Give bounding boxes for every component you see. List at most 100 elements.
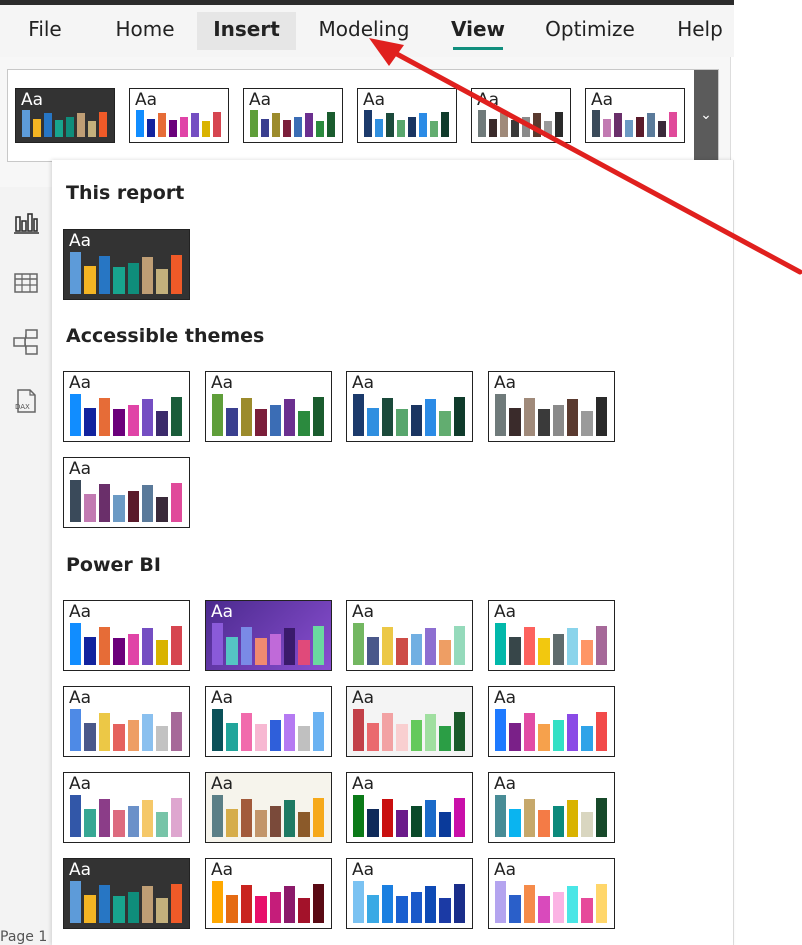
this-report-theme-thumbnail[interactable]: Aa [63, 229, 190, 300]
theme-color-swatch [397, 120, 405, 137]
ribbon-theme-thumbnail[interactable]: Aa [243, 88, 343, 143]
accessible-theme-thumbnail[interactable]: Aa [63, 371, 190, 442]
power-bi-theme-thumbnail[interactable]: Aa [63, 686, 190, 757]
theme-color-swatch [509, 723, 521, 751]
power-bi-theme-thumbnail[interactable]: Aa [346, 686, 473, 757]
ribbon-theme-thumbnail[interactable]: Aa [585, 88, 685, 143]
theme-color-swatch [298, 411, 310, 436]
theme-color-swatch [113, 267, 125, 294]
theme-color-swatch [113, 724, 125, 751]
theme-color-swatch [147, 119, 155, 137]
dax-query-view-icon[interactable]: DAX [12, 387, 40, 415]
tab-view[interactable]: View [447, 12, 509, 50]
theme-color-swatch [544, 121, 552, 137]
theme-color-swatch [595, 712, 607, 751]
theme-color-swatch [250, 110, 258, 137]
theme-font-sample: Aa [69, 602, 92, 622]
power-bi-theme-thumbnail[interactable]: Aa [205, 600, 332, 671]
ribbon-theme-thumbnail[interactable]: Aa [129, 88, 229, 143]
power-bi-theme-thumbnail[interactable]: Aa [346, 858, 473, 929]
theme-color-swatch [581, 640, 593, 665]
power-bi-theme-thumbnail[interactable]: Aa [205, 772, 332, 843]
window-top-strip [0, 0, 734, 5]
theme-color-swatch [495, 623, 507, 665]
power-bi-theme-thumbnail[interactable]: Aa [63, 772, 190, 843]
tab-help[interactable]: Help [677, 17, 723, 41]
theme-color-swatch [255, 810, 267, 837]
theme-color-swatch [113, 638, 125, 665]
tab-optimize[interactable]: Optimize [545, 17, 635, 41]
theme-font-sample: Aa [69, 688, 92, 708]
theme-color-swatch [283, 120, 291, 137]
power-bi-theme-thumbnail[interactable]: Aa [488, 600, 615, 671]
theme-color-swatch [511, 120, 519, 137]
theme-color-swatch [495, 394, 507, 436]
ribbon-theme-thumbnail[interactable]: Aa [471, 88, 571, 143]
power-bi-theme-thumbnail[interactable]: Aa [346, 600, 473, 671]
theme-color-swatch [375, 119, 383, 137]
theme-color-swatch [500, 113, 508, 137]
theme-color-swatch [453, 884, 465, 923]
power-bi-theme-thumbnail[interactable]: Aa [488, 686, 615, 757]
theme-color-swatch [636, 117, 644, 137]
accessible-theme-thumbnail[interactable]: Aa [488, 371, 615, 442]
theme-color-swatch [381, 799, 394, 837]
theme-color-swatch [396, 810, 408, 837]
model-view-icon[interactable] [12, 328, 40, 356]
theme-font-sample: Aa [494, 774, 517, 794]
theme-color-swatch [419, 113, 427, 137]
ribbon-theme-thumbnail[interactable]: Aa [15, 88, 115, 143]
theme-color-swatch [523, 627, 536, 665]
theme-color-swatch [240, 713, 253, 751]
accessible-theme-thumbnail[interactable]: Aa [346, 371, 473, 442]
ribbon-theme-thumbnail[interactable]: Aa [357, 88, 457, 143]
theme-color-swatch [141, 886, 154, 923]
theme-font-sample: Aa [477, 90, 500, 110]
tab-modeling[interactable]: Modeling [318, 17, 410, 41]
theme-color-swatch [240, 627, 253, 665]
theme-font-sample: Aa [69, 860, 92, 880]
theme-color-swatch [538, 409, 550, 436]
theme-color-swatch [99, 112, 107, 137]
theme-color-swatch [70, 480, 82, 522]
accessible-theme-thumbnail[interactable]: Aa [205, 371, 332, 442]
power-bi-theme-thumbnail[interactable]: Aa [346, 772, 473, 843]
power-bi-theme-thumbnail[interactable]: Aa [205, 686, 332, 757]
theme-font-sample: Aa [211, 688, 234, 708]
theme-color-swatch [136, 110, 144, 137]
page-tab[interactable]: Page 1 [0, 929, 48, 945]
theme-color-swatch [581, 411, 593, 436]
power-bi-theme-thumbnail[interactable]: Aa [488, 858, 615, 929]
theme-color-swatch [226, 408, 238, 436]
theme-color-swatch [70, 252, 82, 294]
theme-color-swatch [269, 806, 281, 837]
power-bi-theme-thumbnail[interactable]: Aa [63, 600, 190, 671]
theme-color-swatch [396, 409, 408, 436]
power-bi-theme-thumbnail[interactable]: Aa [205, 858, 332, 929]
power-bi-theme-thumbnail[interactable]: Aa [488, 772, 615, 843]
theme-color-swatch [98, 713, 111, 751]
theme-color-swatch [70, 709, 82, 751]
theme-color-swatch [240, 885, 253, 923]
gallery-expand-button[interactable]: ⌄ [694, 70, 718, 161]
theme-color-swatch [316, 121, 324, 137]
theme-color-swatch [283, 800, 296, 837]
tab-file[interactable]: File [28, 17, 62, 41]
accessible-theme-thumbnail[interactable]: Aa [63, 457, 190, 528]
theme-color-swatch [367, 809, 379, 837]
theme-color-swatch [226, 723, 238, 751]
theme-font-sample: Aa [249, 90, 272, 110]
theme-color-swatch [453, 712, 465, 751]
theme-color-swatch [386, 113, 394, 137]
theme-color-swatch [367, 895, 379, 923]
power-bi-theme-thumbnail[interactable]: Aa [63, 858, 190, 929]
table-view-icon[interactable] [12, 269, 40, 297]
tab-home[interactable]: Home [115, 17, 175, 41]
theme-color-swatch [156, 898, 168, 923]
theme-color-swatch [441, 112, 449, 137]
theme-font-sample: Aa [69, 774, 92, 794]
theme-color-swatch [533, 113, 541, 137]
tab-insert[interactable]: Insert [197, 12, 296, 50]
theme-color-swatch [170, 798, 182, 837]
report-view-icon[interactable] [12, 209, 40, 237]
